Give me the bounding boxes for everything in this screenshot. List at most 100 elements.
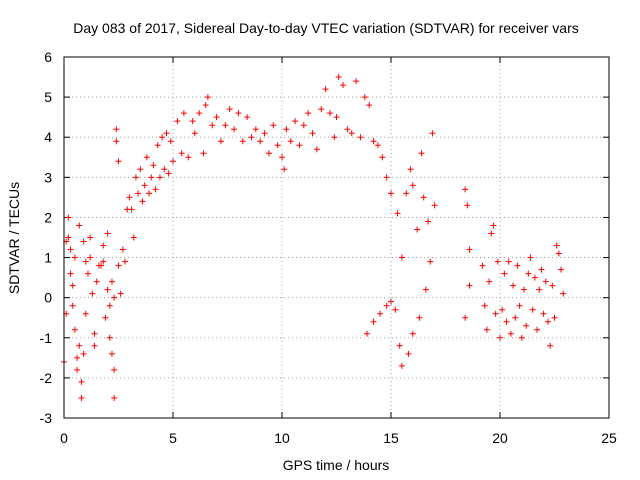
data-point	[167, 138, 174, 145]
data-point	[159, 134, 166, 141]
data-point	[71, 326, 78, 333]
data-point	[313, 146, 320, 153]
data-points	[61, 74, 567, 401]
data-point	[370, 318, 377, 325]
data-point	[366, 102, 373, 109]
data-point	[115, 158, 122, 165]
data-point	[98, 262, 105, 269]
data-point	[100, 258, 107, 265]
y-tick-label: -1	[40, 330, 53, 346]
x-tick-label: 25	[601, 430, 617, 446]
data-point	[318, 106, 325, 113]
data-point	[326, 110, 333, 117]
data-point	[106, 302, 113, 309]
x-tick-label: 20	[492, 430, 508, 446]
data-point	[84, 270, 91, 277]
data-point	[178, 150, 185, 157]
data-point	[425, 218, 432, 225]
data-point	[248, 134, 255, 141]
data-point	[102, 314, 109, 321]
data-point	[409, 182, 416, 189]
data-point	[137, 166, 144, 173]
data-point	[392, 306, 399, 313]
data-point	[394, 210, 401, 217]
x-axis-label: GPS time / hours	[283, 457, 390, 473]
data-point	[503, 318, 510, 325]
data-point	[119, 246, 126, 253]
data-point	[492, 310, 499, 317]
data-point	[335, 74, 342, 81]
data-point	[340, 82, 347, 89]
data-point	[82, 258, 89, 265]
data-point	[514, 262, 521, 269]
data-point	[512, 314, 519, 321]
data-point	[333, 114, 340, 121]
data-point	[87, 254, 94, 261]
data-point	[414, 226, 421, 233]
data-point	[544, 318, 551, 325]
y-tick-label: 3	[44, 169, 52, 185]
y-tick-label: 0	[44, 290, 52, 306]
data-point	[104, 286, 111, 293]
data-point	[529, 306, 536, 313]
data-point	[204, 94, 211, 101]
data-point	[111, 294, 118, 301]
data-point	[65, 214, 72, 221]
data-point	[113, 138, 120, 145]
data-point	[174, 118, 181, 125]
data-point	[422, 286, 429, 293]
data-point	[231, 126, 238, 133]
data-point	[82, 310, 89, 317]
data-point	[76, 222, 83, 229]
data-point	[388, 298, 394, 305]
data-point	[261, 130, 268, 137]
grid	[64, 57, 609, 418]
data-point	[141, 182, 148, 189]
data-point	[305, 110, 312, 117]
data-point	[490, 222, 497, 229]
data-point	[518, 334, 525, 341]
data-point	[202, 102, 209, 109]
data-point	[427, 258, 434, 265]
y-tick-label: 1	[44, 250, 52, 266]
data-point	[416, 314, 423, 321]
data-point	[108, 278, 115, 285]
data-point	[292, 118, 299, 125]
data-point	[122, 258, 129, 265]
data-point	[128, 206, 135, 213]
data-point	[405, 350, 412, 357]
data-point	[106, 334, 113, 341]
data-point	[189, 118, 196, 125]
data-point	[531, 274, 538, 281]
data-point	[279, 154, 285, 161]
data-point	[143, 154, 150, 161]
data-point	[536, 286, 543, 293]
data-point	[156, 174, 163, 181]
data-point	[71, 254, 78, 261]
data-point	[520, 286, 527, 293]
data-point	[379, 154, 386, 161]
data-point	[322, 86, 329, 93]
data-point	[209, 122, 216, 129]
data-point	[429, 130, 436, 137]
data-point	[154, 142, 161, 149]
data-point	[80, 238, 87, 245]
data-point	[161, 166, 168, 173]
data-point	[239, 138, 246, 145]
data-point	[540, 310, 547, 317]
data-point	[383, 174, 390, 181]
data-point	[462, 186, 469, 193]
data-point	[396, 342, 403, 349]
data-point	[235, 110, 242, 117]
data-point	[74, 354, 81, 361]
data-point	[549, 282, 556, 289]
data-point	[104, 230, 111, 237]
y-tick-label: -3	[40, 410, 53, 426]
data-point	[100, 242, 107, 249]
data-point	[466, 282, 473, 289]
data-point	[185, 154, 192, 161]
data-point	[80, 350, 87, 357]
data-point	[398, 362, 405, 369]
data-point	[501, 270, 508, 277]
